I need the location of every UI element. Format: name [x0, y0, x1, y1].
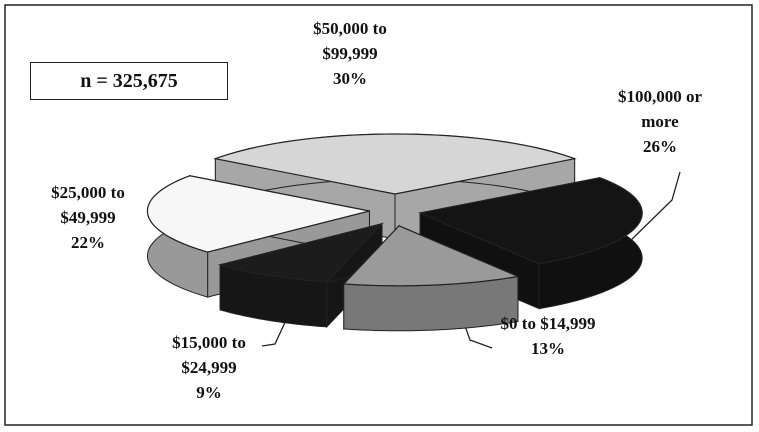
value-label: 9%	[196, 383, 222, 402]
value-label: 22%	[71, 233, 105, 252]
slice	[418, 177, 643, 265]
slice-label: $25,000 to $49,999 22%	[30, 180, 146, 255]
category-label: $25,000 to $49,999	[51, 183, 125, 227]
value-label: 26%	[643, 137, 677, 156]
value-label: 30%	[333, 69, 367, 88]
slice-label: $15,000 to $24,999 9%	[150, 330, 268, 405]
slice-label: $100,000 or more 26%	[598, 84, 722, 159]
value-label: 13%	[531, 339, 565, 358]
sample-size: n = 325,675	[30, 62, 228, 100]
slice	[217, 222, 384, 283]
pie	[146, 133, 643, 332]
category-label: $50,000 to $99,999	[313, 19, 387, 63]
slice	[146, 175, 370, 253]
frame	[4, 4, 753, 426]
leader-line	[624, 171, 681, 247]
slice	[342, 225, 521, 287]
slice	[213, 133, 577, 195]
slice-label: $50,000 to $99,999 30%	[292, 16, 408, 91]
category-label: $15,000 to $24,999	[172, 333, 246, 377]
category-label: $100,000 or more	[617, 87, 703, 131]
slice-label: $0 to $14,999 13%	[478, 311, 618, 361]
category-label: $0 to $14,999	[500, 314, 596, 333]
